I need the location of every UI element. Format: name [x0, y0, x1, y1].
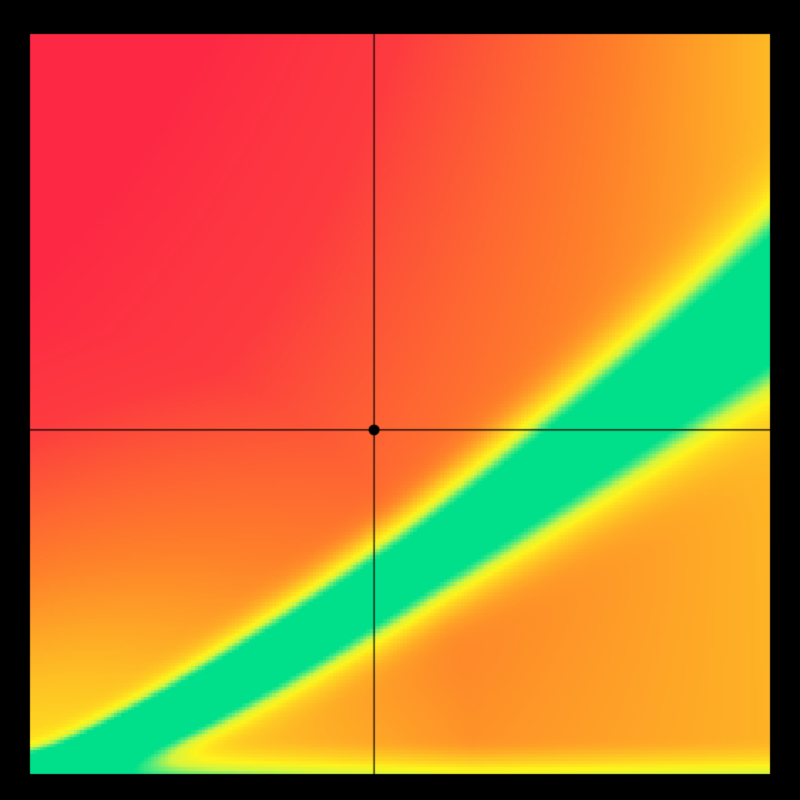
- heatmap-chart: [0, 0, 800, 800]
